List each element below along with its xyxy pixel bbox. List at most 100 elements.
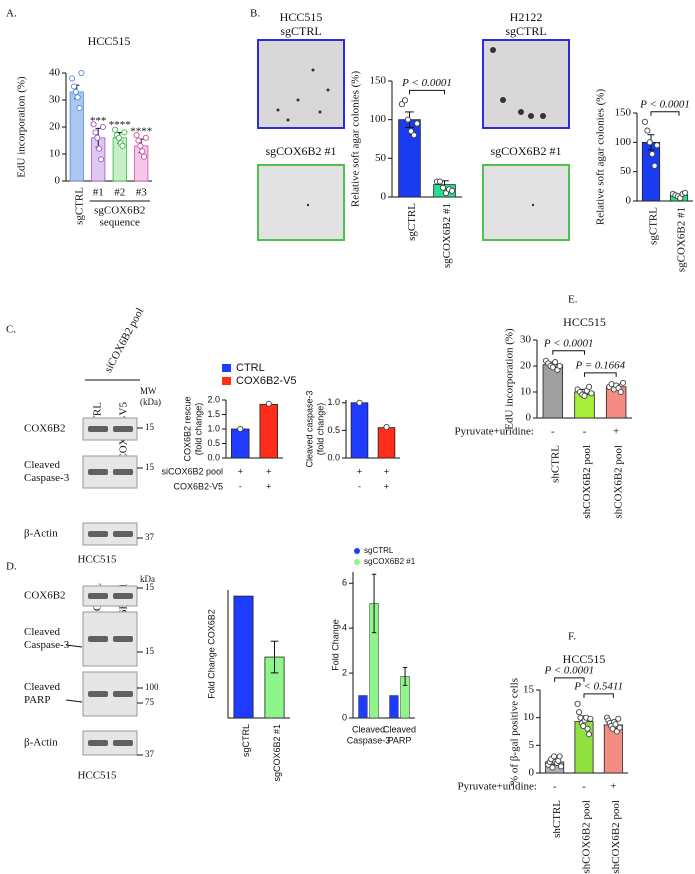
bar [231,428,250,459]
blot-panel [82,417,138,441]
condition-sign: - [358,481,361,491]
data-point [139,148,146,155]
x-tick-label: #2 [114,187,125,199]
mw-title: MW [140,386,157,396]
colony [306,203,310,207]
bar [377,427,396,459]
x-tick-label: #3 [136,187,148,199]
panel-label: D. [6,561,17,573]
data-point [383,424,390,431]
mw-marker-label: 37 [145,532,155,542]
y-tick-label: 50 [375,152,387,164]
blot-band [113,426,133,432]
y-axis-label: COX6B2 rescue [182,396,192,461]
x-tick-label: Cleaved [352,724,385,734]
data-point [449,187,456,194]
bracket [409,89,445,95]
data-point [76,105,83,112]
y-tick-label: 50 [620,165,632,177]
data-point [574,700,581,707]
y-axis-label: (fold change) [193,403,203,456]
data-point [411,132,418,139]
x-tick-label: shCOX6B2 pool [613,445,625,519]
data-point [577,714,584,721]
blot-band [113,593,133,599]
data-point [97,156,105,163]
bracket [552,350,585,355]
legend-swatch [222,377,231,385]
y-tick-label: 20 [520,360,532,372]
blot-band [113,636,133,642]
y-tick-label: 20 [49,121,61,133]
blot-footer: HCC515 [77,554,117,566]
y-tick-label: 100 [615,136,632,148]
bar [233,595,254,719]
y-tick-label: 1.0 [327,397,340,407]
condition-label: siCOX6B2 pool [161,466,223,476]
data-point [414,120,421,127]
data-point [237,425,244,433]
panel-label: A. [6,8,17,20]
p-value: P < 0.5411 [573,680,623,692]
data-point [586,383,593,390]
condition-sign: - [239,481,242,491]
image-label: sgCOX6B2 #1 [265,144,336,158]
y-tick-label: 1.0 [207,423,220,433]
colony [286,118,290,122]
y-axis-label: Fold Change COX6B2 [206,609,216,699]
data-point [556,362,563,370]
blot-band [88,426,108,432]
bracket [650,111,680,116]
data-point [585,731,593,738]
colony [500,97,506,103]
data-point [615,715,622,722]
data-point [94,134,101,141]
blot-band [88,469,108,475]
colony [276,108,280,112]
x-tick-label: shCOX6B2 pool [581,800,593,874]
data-point [616,724,623,731]
group-label: sequence [100,217,140,229]
chart-title: HCC515 [88,34,131,48]
row-label: PARP [24,694,51,706]
significance: *** [90,115,107,127]
bar [350,402,369,459]
data-point [581,392,588,399]
x-tick-label: sgCTRL [241,724,251,757]
y-tick-label: 2 [342,667,347,677]
y-tick-label: 30 [520,334,532,346]
condition-sign: + [238,466,243,476]
x-tick-label: sgCTRL [406,203,418,241]
colony [531,203,535,207]
mw-marker-label: 15 [145,422,155,432]
data-point [398,101,405,108]
data-point [550,753,558,760]
y-tick-label: 0 [626,195,632,207]
p-value: P < 0.0001 [543,337,594,349]
image-label: sgCTRL [505,24,546,38]
legend-label: sgCOX6B2 #1 [364,557,416,566]
blot-panel [82,585,138,607]
bar [389,695,399,719]
condition-label: COX6B2-V5 [173,481,223,491]
data-point [72,88,79,95]
colony [326,88,330,92]
y-tick-label: 6 [342,578,347,588]
blot-band [88,593,108,599]
blot-band [88,531,108,537]
x-tick-label: sgCOX6B2 #1 [272,724,282,782]
data-point [112,126,119,133]
data-point [119,142,126,149]
x-tick-label: shCOX6B2 pool [581,445,593,519]
y-tick-label: 10 [49,148,61,160]
x-tick-label: shCTRL [551,800,563,838]
data-point [401,97,408,104]
blot-band [113,740,133,746]
mw-marker-label: 15 [145,582,155,592]
x-tick-label: #1 [93,187,104,199]
y-tick-label: 30 [49,94,61,106]
bar [542,364,564,419]
legend-label: sgCTRL [364,546,394,555]
micrograph [482,164,570,241]
p-value: P = 0.1664 [574,359,625,371]
